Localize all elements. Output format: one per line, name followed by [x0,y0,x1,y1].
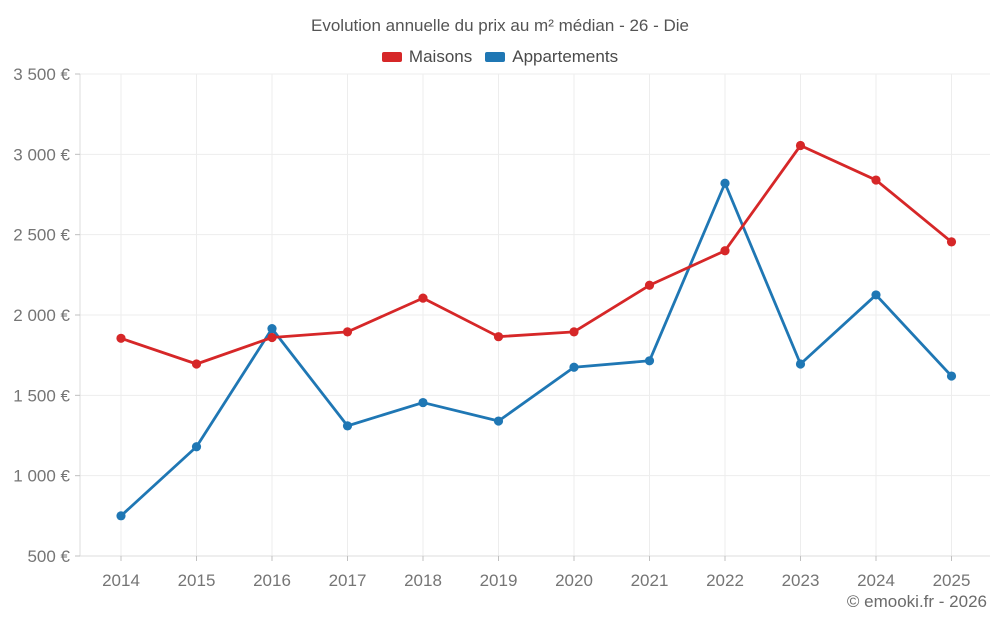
x-tick-label: 2020 [555,571,593,590]
point-appartements-2024[interactable] [871,290,881,300]
y-tick-label: 3 500 € [13,65,70,84]
point-maisons-2024[interactable] [871,175,881,185]
x-tick-label: 2014 [102,571,140,590]
point-maisons-2022[interactable] [720,246,730,256]
point-appartements-2019[interactable] [493,416,504,426]
series-maisons [116,140,957,369]
tick-marks [75,73,952,561]
maisons-legend-swatch-icon [381,52,402,62]
x-tick-label: 2025 [933,571,971,590]
legend-label-maisons: Maisons [408,47,473,66]
x-tick-label: 2016 [253,571,291,590]
legend-item-appartements[interactable]: Appartements [485,47,618,67]
point-maisons-2017[interactable] [342,327,353,337]
x-tick-label: 2024 [857,571,895,590]
x-tick-label: 2015 [178,571,216,590]
point-appartements-2022[interactable] [720,178,730,188]
point-appartements-2015[interactable] [191,442,202,452]
point-appartements-2017[interactable] [342,421,353,431]
point-appartements-2018[interactable] [418,397,428,408]
y-tick-label: 2 000 € [13,306,70,325]
x-axis-tick-labels: 2014 2015 2016 2017 2018 2019 2020 2021 2022 2023… [102,571,970,590]
y-tick-label: 1 000 € [13,467,70,486]
point-appartements-2020[interactable] [569,362,579,372]
y-tick-label: 3 000 € [13,145,70,164]
y-axis-tick-labels: 500 € 1 000 € 1 500 € 2 000 € 2 500 € 3 000 €… [13,65,70,566]
maisons-line [119,144,953,366]
point-maisons-2018[interactable] [418,293,428,303]
point-appartements-2025[interactable] [946,371,957,381]
point-appartements-2014[interactable] [116,511,126,521]
appartements-legend-swatch-icon [485,52,506,62]
chart-title: Evolution annuelle du prix au m² médian … [311,16,689,35]
point-maisons-2021[interactable] [644,280,655,290]
point-appartements-2016[interactable] [267,324,277,334]
point-maisons-2015[interactable] [191,359,202,369]
point-maisons-2014[interactable] [116,333,126,343]
point-maisons-2023[interactable] [795,140,806,151]
attribution-text: © emooki.fr - 2026 [846,592,987,611]
x-tick-label: 2018 [404,571,442,590]
x-tick-label: 2022 [706,571,744,590]
point-maisons-2016[interactable] [267,332,277,343]
y-tick-label: 2 500 € [13,226,70,245]
point-appartements-2023[interactable] [795,359,806,369]
x-tick-label: 2017 [329,571,367,590]
grid-lines [80,73,990,557]
series-appartements [116,178,957,521]
x-tick-label: 2021 [631,571,669,590]
x-tick-label: 2019 [480,571,518,590]
point-maisons-2019[interactable] [493,332,504,342]
x-tick-label: 2023 [782,571,820,590]
legend-label-appartements: Appartements [512,47,619,66]
chart-legend: Maisons Appartements [0,47,1000,67]
point-maisons-2025[interactable] [946,237,957,247]
legend-item-maisons[interactable]: Maisons [381,47,473,67]
y-tick-label: 1 500 € [13,386,70,405]
appartements-line [119,181,953,518]
y-tick-label: 500 € [27,547,70,566]
point-appartements-2021[interactable] [644,356,655,366]
point-maisons-2020[interactable] [569,327,579,337]
